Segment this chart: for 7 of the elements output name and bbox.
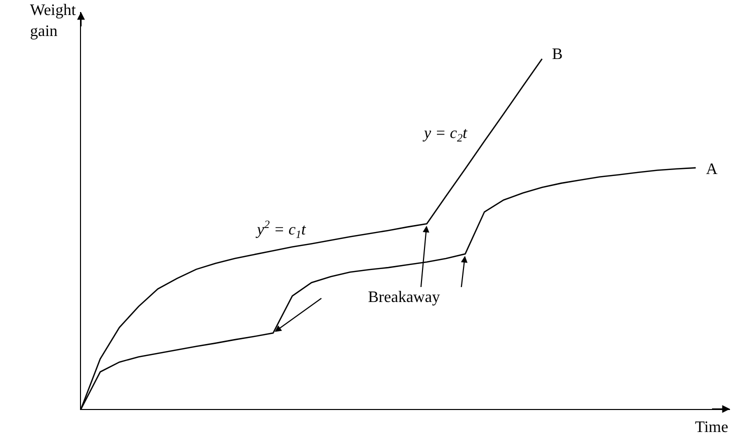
series-label: B [552, 46, 563, 63]
annotation: y = c$_{2}$t [422, 125, 468, 144]
series-label: A [706, 161, 718, 178]
annotation: Breakaway [368, 289, 440, 306]
annotation: y$^{2}$ = c$_{1}$t [255, 219, 306, 242]
x-axis-title: Time [695, 419, 728, 436]
y-axis-title: Weight gain [30, 2, 76, 40]
